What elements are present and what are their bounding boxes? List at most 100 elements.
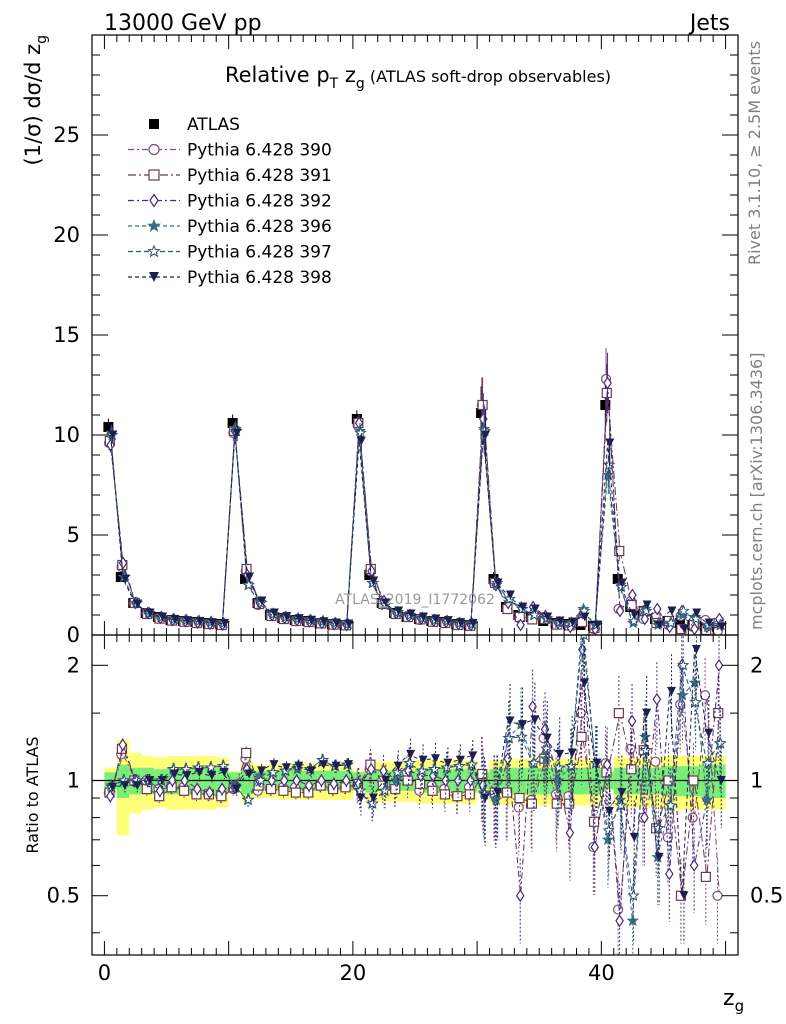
ratio-point-1-49	[713, 708, 724, 719]
ratio-point-5-47	[691, 644, 701, 654]
ratio-point-2-18	[329, 777, 339, 791]
main-point-6-21	[369, 576, 379, 586]
main-point-6-15	[294, 614, 304, 624]
ratio-point-5-6	[182, 771, 192, 781]
ratio-point-2-1	[118, 738, 128, 752]
ratio-point-5-31	[493, 788, 503, 798]
ratio-point-1-27	[439, 789, 451, 800]
ratio-point-5-4	[157, 776, 167, 786]
main-y-tick-label: 10	[53, 423, 80, 447]
ratio-point-5-36	[555, 749, 565, 759]
x-tick-label: 40	[588, 961, 615, 985]
ratio-y-tick-label-right: 1	[750, 769, 763, 793]
ratio-point-4-44	[652, 821, 665, 834]
ratio-point-1-6	[178, 785, 190, 796]
ratio-point-5-29	[468, 751, 478, 761]
category-label: Jets	[688, 11, 730, 36]
ratio-point-2-17	[317, 774, 326, 787]
main-point-6-45	[667, 606, 677, 616]
ratio-point-5-0	[107, 782, 117, 792]
ratio-point-1-26	[427, 785, 438, 796]
ratio-point-5-15	[294, 761, 304, 771]
main-point-6-3	[145, 608, 155, 618]
main-point-0-10	[227, 418, 238, 428]
ratio-point-5-13	[269, 760, 279, 770]
main-series-layer	[103, 348, 728, 635]
ratio-series-5	[107, 635, 726, 944]
main-point-6-27	[443, 616, 453, 626]
ratio-point-2-9	[217, 782, 227, 796]
ratio-point-1-33	[514, 792, 525, 804]
ratio-point-3-23	[390, 773, 404, 786]
ratio-point-1-45	[663, 775, 674, 786]
ratio-point-5-9	[219, 767, 229, 777]
legend-label-5: Pythia 6.428 397	[187, 243, 332, 263]
main-point-6-33	[518, 602, 528, 612]
legend-marker-3	[149, 193, 159, 208]
main-point-6-14	[282, 612, 292, 622]
ratio-point-2-7	[192, 782, 202, 796]
main-point-6-41	[617, 578, 627, 588]
ratio-point-3-42	[626, 914, 640, 927]
ratio-point-5-32	[505, 716, 515, 726]
ratio-point-5-21	[368, 793, 378, 803]
legend-item-1: Pythia 6.428 390	[128, 141, 332, 161]
ratio-point-5-28	[455, 755, 465, 765]
ratio-point-1-42	[626, 764, 637, 775]
main-point-5-43	[640, 604, 653, 617]
ratio-point-5-25	[418, 755, 428, 765]
ratio-point-1-13	[265, 783, 277, 795]
main-point-6-5	[170, 614, 180, 624]
main-point-6-29	[468, 618, 478, 628]
main-point-5-41	[615, 580, 628, 593]
ratio-point-4-40	[602, 824, 615, 836]
main-point-3-42	[628, 588, 637, 602]
legend-label-3: Pythia 6.428 392	[187, 192, 332, 212]
ratio-point-4-23	[391, 765, 404, 778]
ratio-point-1-24	[402, 775, 413, 786]
main-point-6-0	[108, 430, 118, 440]
legend-label-1: Pythia 6.428 390	[187, 141, 332, 161]
main-point-6-18	[331, 618, 341, 628]
legend-marker-1	[148, 143, 160, 156]
ratio-point-5-33	[517, 720, 527, 730]
main-point-6-38	[580, 612, 590, 622]
ratio-point-1-30	[477, 768, 488, 780]
ratio-y-tick-label-left: 2	[67, 653, 80, 677]
legend-item-2: Pythia 6.428 391	[128, 166, 332, 186]
legend-item-0: ATLAS	[149, 115, 240, 135]
main-point-6-4	[158, 612, 168, 622]
main-point-5-45	[664, 616, 678, 629]
ratio-y-tick-label-left: 0.5	[47, 884, 80, 908]
main-series-6	[108, 411, 727, 634]
ratio-point-5-49	[716, 776, 726, 786]
main-point-6-40	[605, 438, 615, 448]
main-point-3-40	[603, 376, 612, 390]
ratio-point-4-41	[614, 799, 628, 811]
main-point-6-32	[505, 590, 515, 600]
main-point-6-13	[269, 608, 279, 618]
main-point-6-26	[431, 614, 441, 624]
ratio-point-4-22	[378, 784, 392, 797]
ratio-point-4-25	[416, 764, 429, 777]
main-point-5-11	[242, 578, 256, 591]
ratio-point-4-24	[403, 756, 417, 769]
ratio-point-3-47	[688, 676, 702, 689]
ratio-point-1-37	[564, 798, 575, 809]
legend-marker-6	[149, 272, 159, 282]
ratio-point-3-43	[638, 730, 652, 743]
main-point-0-46	[674, 618, 685, 628]
ratio-point-1-28	[452, 791, 463, 802]
main-point-6-42	[630, 610, 640, 620]
ratio-point-4-21	[366, 797, 379, 809]
main-point-6-49	[717, 622, 727, 632]
ratio-point-5-48	[704, 728, 714, 738]
main-point-3-33	[516, 618, 525, 632]
x-axis-label: zg	[723, 986, 744, 1015]
main-point-3-44	[652, 602, 662, 616]
ratio-point-5-26	[430, 754, 440, 764]
ratio-point-2-44	[652, 692, 662, 706]
ratio-point-2-49	[714, 658, 724, 672]
main-point-6-19	[344, 619, 354, 629]
